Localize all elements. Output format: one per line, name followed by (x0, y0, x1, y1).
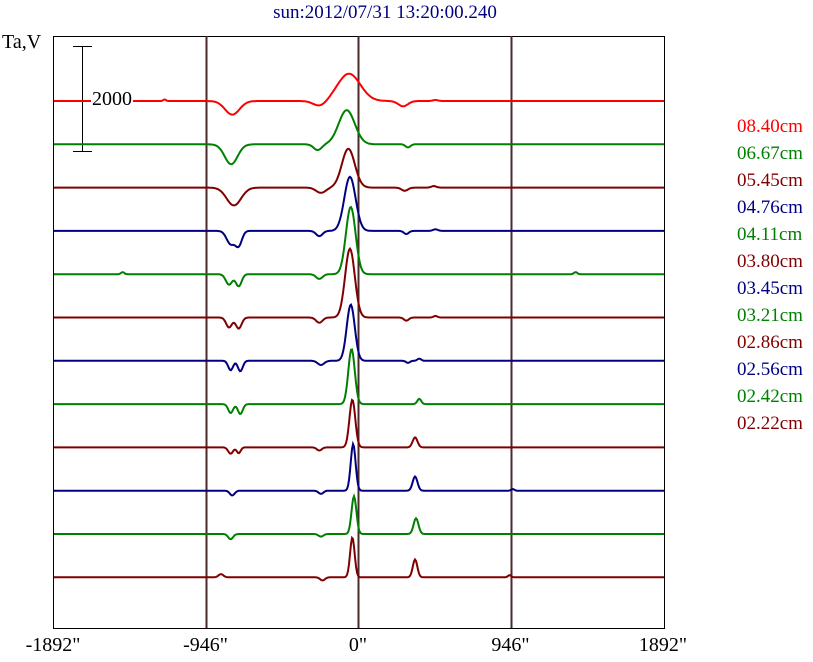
legend-item: 02.42cm (737, 386, 803, 407)
trace-03.21cm (54, 348, 664, 416)
legend-item: 03.80cm (737, 251, 803, 272)
legend-item: 06.67cm (737, 143, 803, 164)
x-tick-label: 1892" (638, 634, 688, 656)
legend-item: 03.45cm (737, 278, 803, 299)
x-tick-label: -946" (183, 634, 228, 656)
trace-06.67cm (54, 109, 664, 166)
legend-item: 04.76cm (737, 197, 803, 218)
x-tick-label: -1892" (25, 634, 81, 656)
trace-05.45cm (54, 147, 664, 207)
legend-item: 03.21cm (737, 305, 803, 326)
x-tick-label: 946" (491, 634, 530, 656)
x-tick-label: 0" (348, 634, 368, 656)
legend-item: 02.56cm (737, 359, 803, 380)
legend-item: 08.40cm (737, 116, 803, 137)
trace-08.40cm (54, 72, 664, 116)
scale-bar (73, 46, 92, 152)
chart-title: sun:2012/07/31 13:20:00.240 (273, 2, 497, 23)
scale-bar-label: 2000 (91, 88, 133, 111)
legend-item: 05.45cm (737, 170, 803, 191)
trace-02.86cm (54, 398, 664, 455)
trace-03.80cm (54, 246, 664, 330)
legend-item: 04.11cm (737, 224, 803, 245)
trace-03.45cm (54, 302, 664, 373)
trace-02.56cm (54, 440, 664, 497)
trace-02.22cm (54, 535, 664, 582)
y-axis-label: Ta,V (2, 31, 42, 53)
trace-04.76cm (54, 175, 664, 249)
legend-item: 02.22cm (737, 413, 803, 434)
trace-04.11cm (54, 205, 664, 288)
trace-02.42cm (54, 492, 664, 541)
legend-item: 02.86cm (737, 332, 803, 353)
